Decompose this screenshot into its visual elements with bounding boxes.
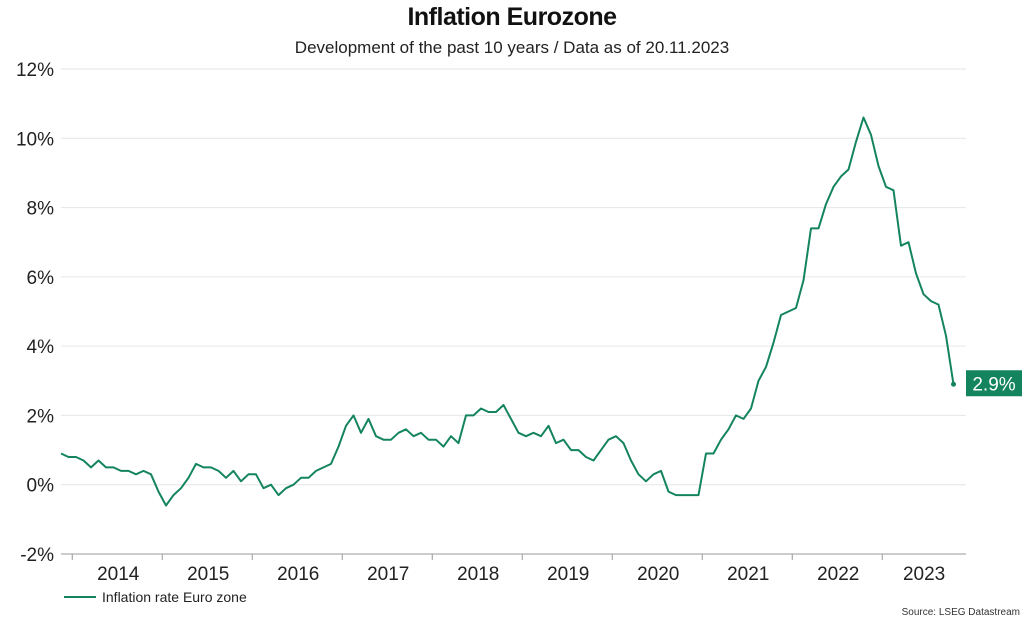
x-tick-label: 2023 [903,564,945,585]
gridlines [61,68,966,486]
x-tick-label: 2020 [637,564,679,585]
x-tick-label: 2014 [97,564,140,585]
y-tick-label: 6% [27,268,55,289]
y-tick-label: 12% [16,60,54,81]
legend: Inflation rate Euro zone [64,589,247,605]
x-tick-label: 2017 [367,564,409,585]
legend-swatch [64,596,96,598]
source-note: Source: LSEG Datastream [901,607,1020,618]
y-tick-label: 2% [27,406,55,427]
last-value-text: 2.9% [972,374,1015,395]
x-tick-label: 2016 [277,564,319,585]
x-tick-label: 2015 [187,564,229,585]
y-tick-label: 4% [27,337,55,358]
last-value-label: 2.9% [966,370,1022,397]
series-layer [60,116,956,507]
y-axis: -2% 0% 2% 4% 6% 8% 10% 12% [16,60,54,566]
last-point-marker [951,381,956,387]
x-tick-label: 2019 [547,564,589,585]
legend-label: Inflation rate Euro zone [102,589,247,605]
chart-subtitle: Development of the past 10 years / Data … [294,38,730,57]
y-tick-label: 0% [27,476,55,497]
y-tick-label: -2% [20,545,54,566]
x-tick-label: 2018 [457,564,499,585]
x-tick-label: 2021 [727,564,769,585]
y-tick-label: 10% [16,129,54,150]
series-line-inflation [60,116,955,507]
x-tick-label: 2022 [817,564,859,585]
x-axis: 2014 2015 2016 2017 2018 2019 2020 2021 2022 2023 [61,553,966,585]
y-tick-label: 8% [27,199,55,220]
chart-title: Inflation Eurozone [407,3,617,31]
last-value-badge [966,370,1022,397]
